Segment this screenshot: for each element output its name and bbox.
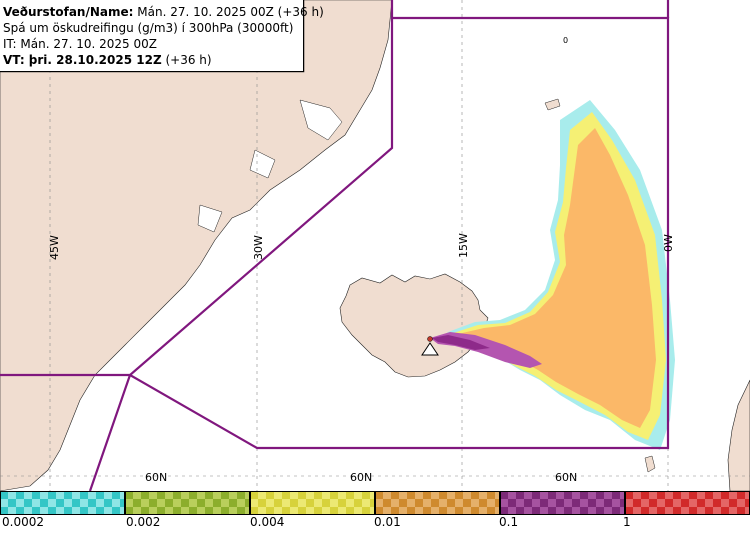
lon-label-45w: 45W <box>48 235 61 260</box>
valid-time-offset: (+36 h) <box>161 53 212 67</box>
issuer-value: Mán. 27. 10. 2025 00Z (+36 h) <box>133 5 324 19</box>
legend-bin-0 <box>0 491 125 515</box>
legend-bin-5 <box>625 491 750 515</box>
legend-label-2: 0.004 <box>250 515 285 529</box>
advisory-boundary <box>0 0 670 492</box>
legend-color-scale <box>0 491 750 515</box>
legend-label-4: 0.1 <box>499 515 519 529</box>
lat-label-60n-1: 60N <box>145 471 167 484</box>
issue-time: IT: Mán. 27. 10. 2025 00Z <box>3 37 157 51</box>
legend-bin-4 <box>500 491 625 515</box>
legend-bin-3 <box>375 491 500 515</box>
small-zero-label: 0 <box>563 36 568 45</box>
concentration-legend: 0.0002 0.002 0.004 0.01 0.1 1 <box>0 491 750 532</box>
greenland-landmass <box>0 0 393 492</box>
forecast-description: Spá um öskudreifingu (g/m3) í 300hPa (30… <box>3 21 294 35</box>
legend-label-0: 0.0002 <box>2 515 44 529</box>
legend-label-3: 0.01 <box>374 515 401 529</box>
lon-label-0w: 0W <box>662 234 675 252</box>
volcano-marker-icon <box>421 336 439 356</box>
forecast-info-box: Veðurstofan/Name: Mán. 27. 10. 2025 00Z … <box>0 0 324 72</box>
ash-plume <box>430 100 675 450</box>
lon-label-30w: 30W <box>252 235 265 260</box>
legend-label-1: 0.002 <box>126 515 161 529</box>
issuer-row: Veðurstofan/Name: Mán. 27. 10. 2025 00Z … <box>3 4 324 20</box>
lat-label-60n-3: 60N <box>555 471 577 484</box>
issuer-label: Veðurstofan/Name: <box>3 5 134 19</box>
legend-bin-1 <box>125 491 250 515</box>
legend-bin-2 <box>250 491 375 515</box>
lat-label-60n-2: 60N <box>350 471 372 484</box>
valid-time-row: VT: þri. 28.10.2025 12Z (+36 h) <box>3 52 303 68</box>
lon-label-15w: 15W <box>457 233 470 258</box>
valid-time-label: VT: þri. 28.10.2025 12Z <box>3 53 162 67</box>
legend-label-5: 1 <box>623 515 631 529</box>
